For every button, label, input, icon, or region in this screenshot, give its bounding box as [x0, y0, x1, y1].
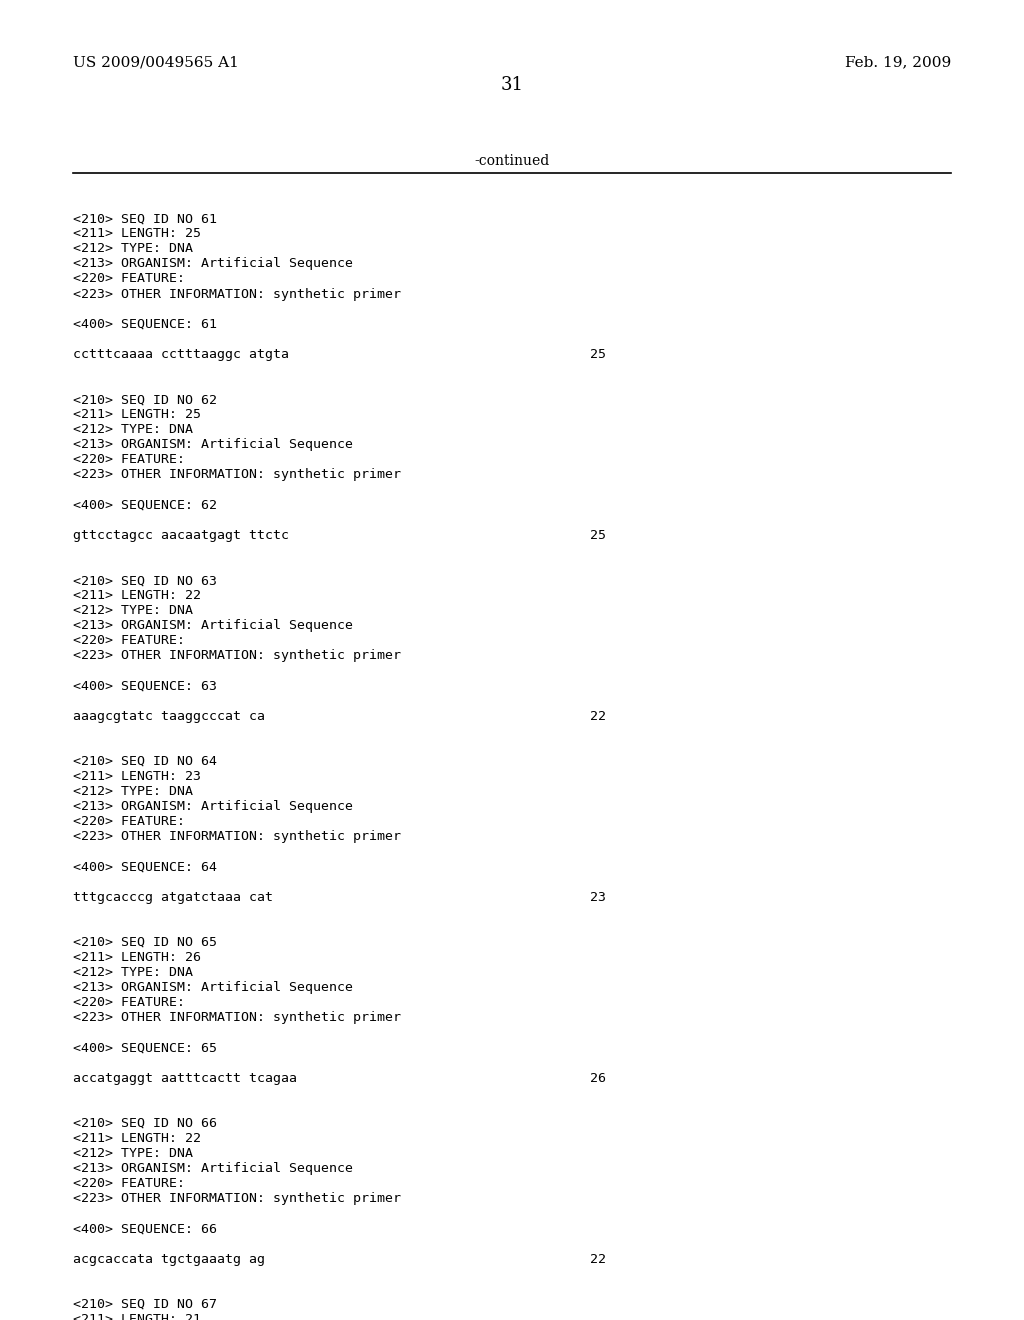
Text: <223> OTHER INFORMATION: synthetic primer: <223> OTHER INFORMATION: synthetic prime…	[73, 288, 401, 301]
Text: <212> TYPE: DNA: <212> TYPE: DNA	[73, 424, 193, 436]
Text: <220> FEATURE:: <220> FEATURE:	[73, 816, 185, 829]
Text: <400> SEQUENCE: 62: <400> SEQUENCE: 62	[73, 499, 217, 512]
Text: <210> SEQ ID NO 65: <210> SEQ ID NO 65	[73, 936, 217, 949]
Text: 25: 25	[590, 348, 606, 360]
Text: <220> FEATURE:: <220> FEATURE:	[73, 272, 185, 285]
Text: <220> FEATURE:: <220> FEATURE:	[73, 1177, 185, 1191]
Text: <211> LENGTH: 21: <211> LENGTH: 21	[73, 1313, 201, 1320]
Text: <213> ORGANISM: Artificial Sequence: <213> ORGANISM: Artificial Sequence	[73, 1162, 353, 1175]
Text: <213> ORGANISM: Artificial Sequence: <213> ORGANISM: Artificial Sequence	[73, 438, 353, 451]
Text: <400> SEQUENCE: 61: <400> SEQUENCE: 61	[73, 318, 217, 331]
Text: <220> FEATURE:: <220> FEATURE:	[73, 997, 185, 1010]
Text: <211> LENGTH: 23: <211> LENGTH: 23	[73, 770, 201, 783]
Text: 25: 25	[590, 529, 606, 541]
Text: <400> SEQUENCE: 66: <400> SEQUENCE: 66	[73, 1222, 217, 1236]
Text: <223> OTHER INFORMATION: synthetic primer: <223> OTHER INFORMATION: synthetic prime…	[73, 649, 401, 663]
Text: <210> SEQ ID NO 66: <210> SEQ ID NO 66	[73, 1117, 217, 1130]
Text: <213> ORGANISM: Artificial Sequence: <213> ORGANISM: Artificial Sequence	[73, 257, 353, 271]
Text: Feb. 19, 2009: Feb. 19, 2009	[845, 55, 951, 70]
Text: tttgcacccg atgatctaaa cat: tttgcacccg atgatctaaa cat	[73, 891, 273, 904]
Text: <212> TYPE: DNA: <212> TYPE: DNA	[73, 1147, 193, 1160]
Text: <210> SEQ ID NO 62: <210> SEQ ID NO 62	[73, 393, 217, 407]
Text: 22: 22	[590, 1253, 606, 1266]
Text: <210> SEQ ID NO 67: <210> SEQ ID NO 67	[73, 1298, 217, 1311]
Text: gttcctagcc aacaatgagt ttctc: gttcctagcc aacaatgagt ttctc	[73, 529, 289, 541]
Text: acgcaccata tgctgaaatg ag: acgcaccata tgctgaaatg ag	[73, 1253, 265, 1266]
Text: <211> LENGTH: 22: <211> LENGTH: 22	[73, 589, 201, 602]
Text: 26: 26	[590, 1072, 606, 1085]
Text: <212> TYPE: DNA: <212> TYPE: DNA	[73, 605, 193, 618]
Text: <400> SEQUENCE: 65: <400> SEQUENCE: 65	[73, 1041, 217, 1055]
Text: accatgaggt aatttcactt tcagaa: accatgaggt aatttcactt tcagaa	[73, 1072, 297, 1085]
Text: <400> SEQUENCE: 64: <400> SEQUENCE: 64	[73, 861, 217, 874]
Text: 31: 31	[501, 75, 523, 94]
Text: <211> LENGTH: 25: <211> LENGTH: 25	[73, 408, 201, 421]
Text: <223> OTHER INFORMATION: synthetic primer: <223> OTHER INFORMATION: synthetic prime…	[73, 1011, 401, 1024]
Text: <212> TYPE: DNA: <212> TYPE: DNA	[73, 966, 193, 979]
Text: <220> FEATURE:: <220> FEATURE:	[73, 635, 185, 647]
Text: US 2009/0049565 A1: US 2009/0049565 A1	[73, 55, 239, 70]
Text: <212> TYPE: DNA: <212> TYPE: DNA	[73, 243, 193, 255]
Text: cctttcaaaa cctttaaggc atgta: cctttcaaaa cctttaaggc atgta	[73, 348, 289, 360]
Text: <211> LENGTH: 26: <211> LENGTH: 26	[73, 950, 201, 964]
Text: <210> SEQ ID NO 64: <210> SEQ ID NO 64	[73, 755, 217, 768]
Text: <211> LENGTH: 25: <211> LENGTH: 25	[73, 227, 201, 240]
Text: <211> LENGTH: 22: <211> LENGTH: 22	[73, 1133, 201, 1144]
Text: <212> TYPE: DNA: <212> TYPE: DNA	[73, 785, 193, 799]
Text: <213> ORGANISM: Artificial Sequence: <213> ORGANISM: Artificial Sequence	[73, 800, 353, 813]
Text: <213> ORGANISM: Artificial Sequence: <213> ORGANISM: Artificial Sequence	[73, 619, 353, 632]
Text: <210> SEQ ID NO 61: <210> SEQ ID NO 61	[73, 213, 217, 226]
Text: <220> FEATURE:: <220> FEATURE:	[73, 453, 185, 466]
Text: <223> OTHER INFORMATION: synthetic primer: <223> OTHER INFORMATION: synthetic prime…	[73, 469, 401, 482]
Text: <223> OTHER INFORMATION: synthetic primer: <223> OTHER INFORMATION: synthetic prime…	[73, 1192, 401, 1205]
Text: <223> OTHER INFORMATION: synthetic primer: <223> OTHER INFORMATION: synthetic prime…	[73, 830, 401, 843]
Text: <213> ORGANISM: Artificial Sequence: <213> ORGANISM: Artificial Sequence	[73, 981, 353, 994]
Text: aaagcgtatc taaggcccat ca: aaagcgtatc taaggcccat ca	[73, 710, 265, 723]
Text: -continued: -continued	[474, 153, 550, 168]
Text: <400> SEQUENCE: 63: <400> SEQUENCE: 63	[73, 680, 217, 693]
Text: <210> SEQ ID NO 63: <210> SEQ ID NO 63	[73, 574, 217, 587]
Text: 23: 23	[590, 891, 606, 904]
Text: 22: 22	[590, 710, 606, 723]
